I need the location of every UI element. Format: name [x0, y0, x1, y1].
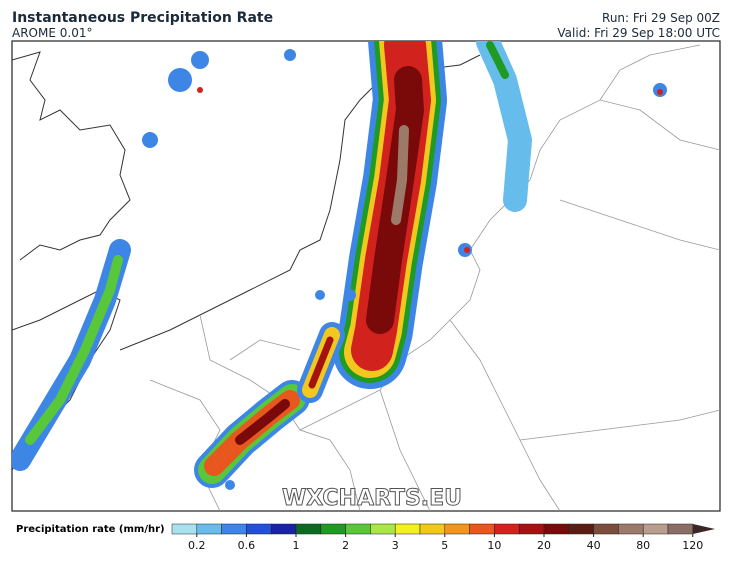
- tick-label: 2: [342, 539, 349, 552]
- tick-label: 20: [537, 539, 551, 552]
- rain-band: [235, 399, 290, 445]
- color-swatch: [568, 523, 594, 535]
- rain-cells: [197, 87, 663, 253]
- color-swatch: [444, 523, 470, 535]
- rain-band: [25, 255, 123, 445]
- rain-cells: [142, 49, 667, 490]
- color-swatch: [494, 523, 520, 535]
- rain-core: [391, 125, 409, 225]
- color-swatch: [270, 523, 297, 535]
- model-name: AROME 0.01°: [12, 26, 92, 40]
- color-swatch: [345, 523, 371, 535]
- color-swatch: [642, 523, 669, 535]
- color-swatch: [469, 523, 495, 535]
- rain-band: [308, 336, 334, 389]
- color-swatch: [320, 523, 346, 535]
- tick-label: 120: [682, 539, 703, 552]
- color-swatch: [370, 523, 396, 535]
- run-time: Run: Fri 29 Sep 00Z: [602, 11, 720, 25]
- color-swatch: [518, 523, 545, 535]
- color-swatch: [618, 523, 644, 535]
- tick-label: 0.6: [238, 539, 256, 552]
- color-swatch: [171, 523, 198, 535]
- color-swatch: [295, 523, 322, 535]
- watermark: WXCHARTS.EU: [282, 486, 462, 511]
- color-swatch: [246, 523, 272, 535]
- rain-band: [486, 41, 509, 79]
- map: WXCHARTS.EU: [11, 40, 721, 512]
- color-swatch: [543, 523, 570, 535]
- color-swatch: [667, 523, 694, 535]
- tick-label: 0.2: [188, 539, 206, 552]
- color-swatch: [394, 523, 421, 535]
- color-arrow: [692, 524, 716, 534]
- color-swatch: [419, 523, 446, 535]
- tick-label: 5: [441, 539, 448, 552]
- tick-label: 80: [636, 539, 650, 552]
- tick-label: 3: [392, 539, 399, 552]
- tick-label: 10: [487, 539, 501, 552]
- colorbar: 0.2 0.6 1 2 3 5 10 20 40 80 120: [171, 523, 716, 552]
- color-swatch: [221, 523, 247, 535]
- valid-time: Valid: Fri 29 Sep 18:00 UTC: [557, 26, 720, 40]
- title: Instantaneous Precipitation Rate: [12, 10, 273, 26]
- color-swatch: [593, 523, 619, 535]
- tick-label: 40: [587, 539, 601, 552]
- map-content: [12, 41, 720, 511]
- color-swatch: [196, 523, 222, 535]
- legend-label: Precipitation rate (mm/hr): [16, 524, 165, 535]
- tick-label: 1: [293, 539, 300, 552]
- precipitation: [12, 41, 667, 490]
